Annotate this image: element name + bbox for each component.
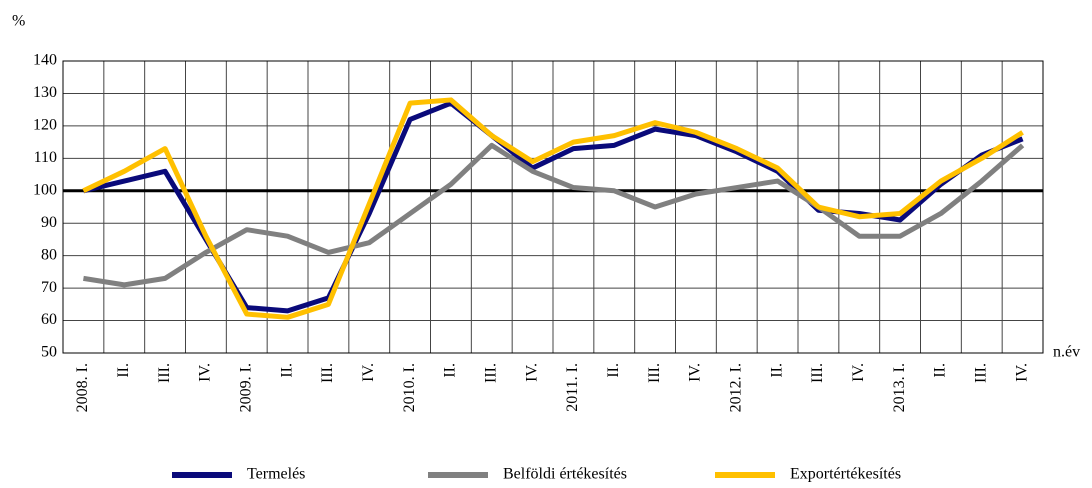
- y-tick-label: 70: [41, 279, 57, 296]
- x-tick-label: IV.: [1013, 363, 1030, 382]
- series-line: [82, 97, 1024, 320]
- y-tick-label: 60: [41, 311, 57, 328]
- legend-label: Exportértékesítés: [790, 466, 901, 483]
- x-tick-label: 2013. I.: [891, 363, 908, 412]
- x-tick-label: IV.: [360, 363, 377, 382]
- x-tick-label: II.: [932, 363, 949, 378]
- y-tick-label: 90: [41, 214, 57, 231]
- y-axis-label: %: [12, 13, 25, 30]
- y-tick-label: 140: [33, 52, 57, 69]
- x-tick-label: III.: [809, 363, 826, 383]
- x-tick-label: III.: [156, 363, 173, 383]
- x-tick-label: III.: [482, 363, 499, 383]
- x-tick-label: II.: [442, 363, 459, 378]
- y-tick-label: 100: [33, 181, 57, 198]
- y-tick-label: 120: [33, 117, 57, 134]
- x-tick-label: II.: [768, 363, 785, 378]
- y-tick-label: 130: [33, 84, 57, 101]
- legend-label: Belföldi értékesítés: [503, 466, 627, 483]
- x-tick-label: 2009. I.: [237, 363, 254, 412]
- y-tick-label: 80: [41, 246, 57, 263]
- x-tick-label: II.: [605, 363, 622, 378]
- x-tick-label: 2011. I.: [564, 363, 581, 412]
- x-tick-label: III.: [972, 363, 989, 383]
- x-tick-label: II.: [115, 363, 132, 378]
- x-tick-label: III.: [319, 363, 336, 383]
- x-tick-label: IV.: [687, 363, 704, 382]
- x-tick-label: 2012. I.: [727, 363, 744, 412]
- x-tick-label: IV.: [850, 363, 867, 382]
- y-tick-label: 110: [34, 149, 57, 166]
- x-tick-label: 2010. I.: [401, 363, 418, 412]
- x-tick-label: III.: [646, 363, 663, 383]
- x-axis-label: n.év: [1053, 344, 1080, 361]
- x-tick-label: IV.: [197, 363, 214, 382]
- series-line: [83, 142, 1025, 288]
- legend-label: Termelés: [247, 466, 305, 483]
- x-tick-label: II.: [278, 363, 295, 378]
- y-tick-label: 50: [41, 344, 57, 361]
- x-tick-label: 2008. I.: [74, 363, 91, 412]
- x-tick-label: IV.: [523, 363, 540, 382]
- plot-border: [62, 60, 1044, 354]
